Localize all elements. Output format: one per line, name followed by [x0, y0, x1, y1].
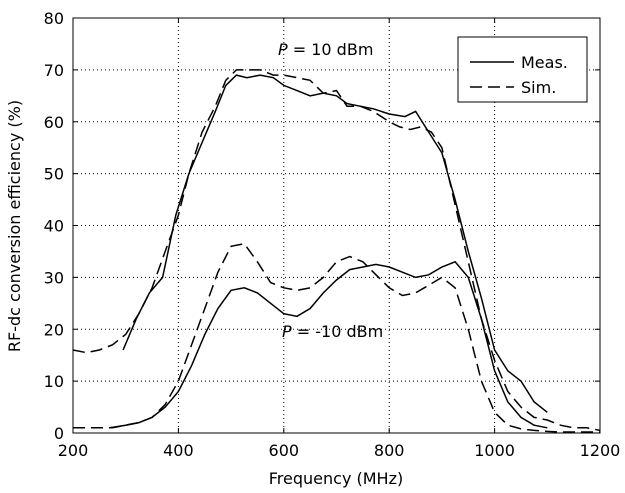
annotation-high-power-symbol: P	[278, 40, 288, 59]
annotation-high-power-text: = 10 dBm	[288, 40, 374, 59]
annotation-low-power: P = -10 dBm	[282, 322, 383, 341]
series-line-meas-low-power	[109, 260, 548, 429]
legend-box	[457, 36, 588, 103]
series-line-sim-low-power	[73, 242, 600, 433]
y-tick-label: 80	[44, 9, 64, 28]
x-axis-label: Frequency (MHz)	[269, 469, 403, 488]
x-tick-label: 1200	[580, 441, 621, 460]
legend-label-meas: Meas.	[521, 53, 568, 72]
series-line-sim-high-power	[72, 69, 601, 432]
x-tick-label: 800	[374, 441, 405, 460]
x-tick-label: 200	[58, 441, 89, 460]
x-tick-label: 600	[269, 441, 300, 460]
annotation-high-power: P = 10 dBm	[278, 40, 373, 59]
y-tick-label: 40	[44, 217, 64, 236]
y-tick-label: 70	[44, 61, 64, 80]
annotation-low-power-text: = -10 dBm	[292, 322, 384, 341]
y-tick-label: 20	[44, 320, 64, 339]
y-axis-label: RF-dc conversion efficiency (%)	[5, 100, 24, 352]
y-tick-label: 30	[44, 268, 64, 287]
y-tick-label: 0	[54, 424, 64, 443]
y-tick-label: 10	[44, 372, 64, 391]
legend: Meas. Sim.	[457, 36, 588, 103]
series-line-meas-high-power	[122, 74, 548, 413]
legend-label-sim: Sim.	[521, 78, 556, 97]
annotation-low-power-symbol: P	[282, 322, 292, 341]
series-layer	[72, 69, 601, 433]
tick-layer: 200 400 600 800 1000 1200 0 10 20 30 40 50 60 70 80	[44, 9, 621, 460]
x-tick-label: 400	[163, 441, 194, 460]
y-tick-label: 60	[44, 113, 64, 132]
x-tick-label: 1000	[474, 441, 515, 460]
y-tick-label: 50	[44, 165, 64, 184]
